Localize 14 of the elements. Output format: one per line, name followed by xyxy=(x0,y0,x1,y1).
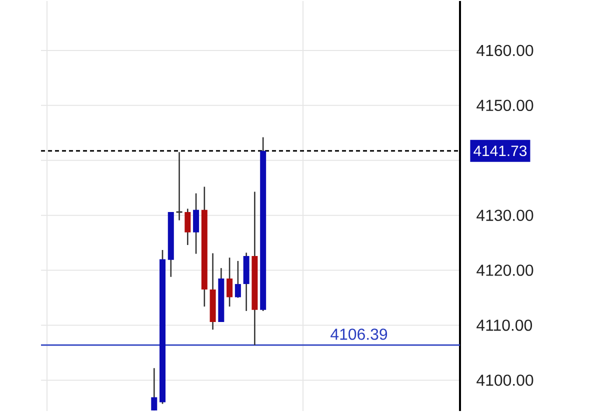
y-tick-label: 4110.00 xyxy=(476,320,532,331)
y-tick-label: 4120.00 xyxy=(476,264,534,276)
y-tick-label: 4160.00 xyxy=(476,44,534,56)
candlestick xyxy=(184,208,191,246)
candlestick xyxy=(226,257,233,308)
ref-line-label: 4141.73 xyxy=(474,146,527,156)
candlestick xyxy=(176,151,184,221)
candlestick xyxy=(151,367,158,412)
ref-line-label: 4106.39 xyxy=(330,328,388,340)
candlestick xyxy=(193,192,200,254)
y-tick-label: 4100.00 xyxy=(476,374,534,386)
candlestick xyxy=(234,260,241,298)
y-tick-label: 4150.00 xyxy=(476,100,534,112)
y-tick-label: 4130.00 xyxy=(476,210,534,221)
